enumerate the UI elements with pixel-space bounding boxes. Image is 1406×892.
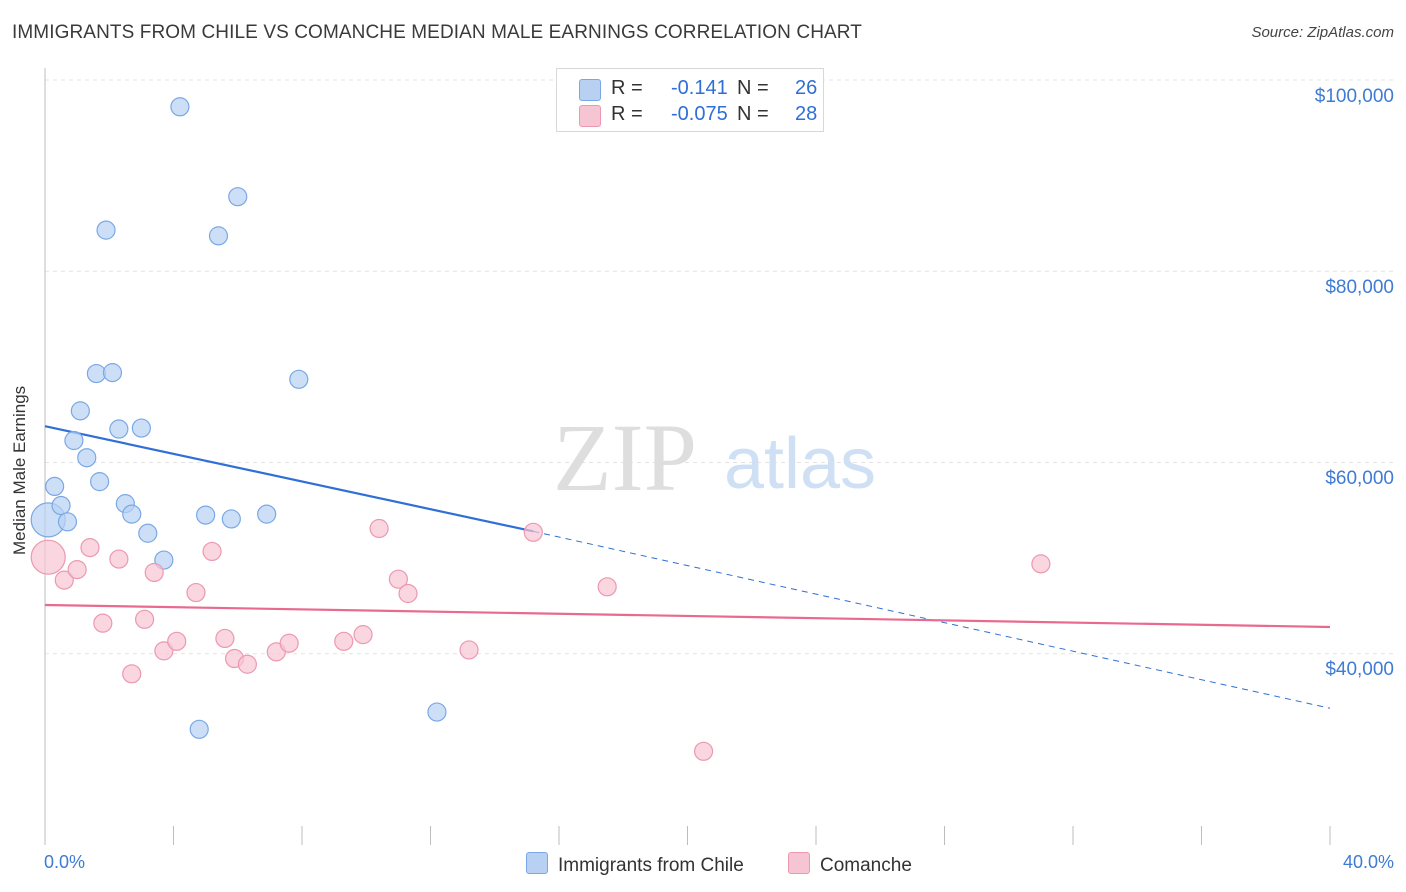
comanche-point-9 xyxy=(154,641,174,661)
chile-point-25 xyxy=(427,702,447,722)
comanche-point-15 xyxy=(237,654,257,674)
legend-comanche-swatch xyxy=(788,852,810,874)
chart-title: IMMIGRANTS FROM CHILE VS COMANCHE MEDIAN… xyxy=(12,22,862,43)
chile-point-7 xyxy=(86,363,107,384)
comanche-point-10 xyxy=(167,631,187,651)
chile-point-4 xyxy=(64,430,84,451)
comanche-point-7 xyxy=(134,609,155,629)
chile-r-label: R = xyxy=(611,77,643,99)
comanche-point-6 xyxy=(122,664,142,684)
chile-point-22 xyxy=(228,187,248,207)
trend-line-0 xyxy=(44,425,534,533)
watermark-atlas: atlas xyxy=(724,424,876,504)
comanche-point-19 xyxy=(353,625,373,645)
chile-point-20 xyxy=(208,226,229,246)
legend-chile-swatch xyxy=(526,852,548,874)
chile-swatch xyxy=(579,79,601,101)
comanche-point-13 xyxy=(215,628,235,649)
comanche-r-value: -0.075 xyxy=(671,103,728,125)
comanche-point-21 xyxy=(388,569,408,589)
chile-n-label: N = xyxy=(737,77,769,99)
chile-point-18 xyxy=(189,719,209,739)
chile-r-value: -0.141 xyxy=(671,77,728,99)
grid-lines xyxy=(45,79,1395,655)
x-tick-label-max: 40.0% xyxy=(1342,852,1394,872)
comanche-point-11 xyxy=(186,582,206,603)
comanche-point-3 xyxy=(80,538,100,558)
chile-point-9 xyxy=(96,220,116,240)
comanche-point-2 xyxy=(67,559,87,580)
comanche-point-18 xyxy=(334,631,354,651)
y-tick-label-100000: $100,000 xyxy=(1314,86,1394,107)
x-tick-label-min: 0.0% xyxy=(44,852,86,872)
legend-comanche-label: Comanche xyxy=(820,855,912,876)
comanche-point-25 xyxy=(597,577,617,597)
chile-point-6 xyxy=(77,448,97,468)
comanche-point-12 xyxy=(202,541,222,562)
comanche-swatch xyxy=(579,105,601,127)
chile-point-11 xyxy=(109,419,129,439)
chile-point-24 xyxy=(289,369,309,389)
comanche-point-26 xyxy=(693,741,714,761)
chile-point-23 xyxy=(257,504,277,524)
chile-point-19 xyxy=(196,505,216,525)
y-tick-label-40000: $40,000 xyxy=(1325,659,1394,680)
chile-point-17 xyxy=(170,97,190,117)
comanche-point-20 xyxy=(369,518,389,539)
comanche-point-1 xyxy=(54,570,74,590)
comanche-point-27 xyxy=(1031,554,1051,574)
trend-lines xyxy=(44,425,1331,709)
comanche-point-23 xyxy=(459,640,479,660)
y-tick-label-80000: $80,000 xyxy=(1325,277,1394,298)
comanche-point-24 xyxy=(523,522,543,542)
source-label: Source: ZipAtlas.com xyxy=(1251,24,1394,41)
comanche-n-value: 28 xyxy=(795,103,818,125)
chile-n-value: 26 xyxy=(795,77,818,99)
comanche-point-8 xyxy=(144,562,164,583)
legend-item-comanche[interactable]: Comanche xyxy=(788,852,912,877)
chile-point-13 xyxy=(122,504,142,524)
trend-line-1 xyxy=(44,603,1331,629)
chile-point-14 xyxy=(131,418,151,438)
chile-point-5 xyxy=(70,401,90,421)
axes xyxy=(44,68,1331,845)
chile-point-21 xyxy=(221,509,241,529)
comanche-n-label: N = xyxy=(737,103,769,125)
y-tick-label-60000: $60,000 xyxy=(1325,468,1394,489)
data-points xyxy=(30,97,1051,761)
comanche-point-17 xyxy=(279,633,299,653)
comanche-point-22 xyxy=(398,583,418,604)
chile-point-3 xyxy=(57,512,78,532)
legend-item-chile[interactable]: Immigrants from Chile xyxy=(526,852,744,877)
comanche-point-0 xyxy=(30,539,66,575)
chile-point-15 xyxy=(138,523,158,543)
chile-point-2 xyxy=(51,495,71,516)
comanche-r-label: R = xyxy=(611,103,643,125)
chile-point-10 xyxy=(102,363,123,383)
watermark-zip: ZIP xyxy=(553,404,697,511)
chile-point-1 xyxy=(45,476,65,497)
legend-chile-label: Immigrants from Chile xyxy=(558,855,744,876)
stats-legend: R = -0.141 N = 26 R = -0.075 N = 28 xyxy=(556,68,824,132)
comanche-point-5 xyxy=(109,549,129,569)
chile-point-8 xyxy=(90,472,110,492)
comanche-point-4 xyxy=(93,613,113,633)
